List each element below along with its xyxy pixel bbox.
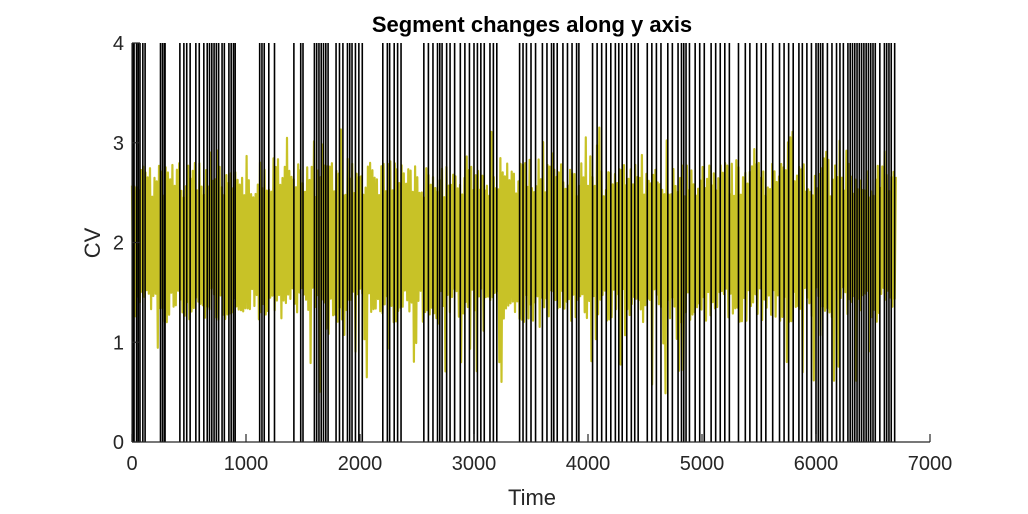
- x-tick-label: 4000: [566, 453, 611, 475]
- changepoint-layer: [132, 43, 896, 442]
- y-tick-label: 2: [113, 233, 124, 255]
- y-tick-label: 4: [113, 33, 124, 55]
- x-tick-label: 0: [126, 453, 137, 475]
- y-tick-label: 3: [113, 133, 124, 155]
- x-tick-label: 5000: [680, 453, 725, 475]
- x-tick-label: 2000: [338, 453, 383, 475]
- x-tick-label: 3000: [452, 453, 497, 475]
- x-tick-label: 7000: [908, 453, 953, 475]
- chart-title: Segment changes along y axis: [372, 12, 692, 37]
- axes-layer: 0 1000 2000 3000 4000 5000 6000 7000 0 1 2 3 4: [113, 33, 952, 475]
- x-tick-label: 6000: [794, 453, 839, 475]
- y-tick-label: 1: [113, 332, 124, 354]
- y-tick-label: 0: [113, 432, 124, 454]
- x-axis-title: Time: [508, 485, 556, 510]
- y-axis-title: CV: [80, 227, 105, 258]
- x-tick-label: 1000: [224, 453, 269, 475]
